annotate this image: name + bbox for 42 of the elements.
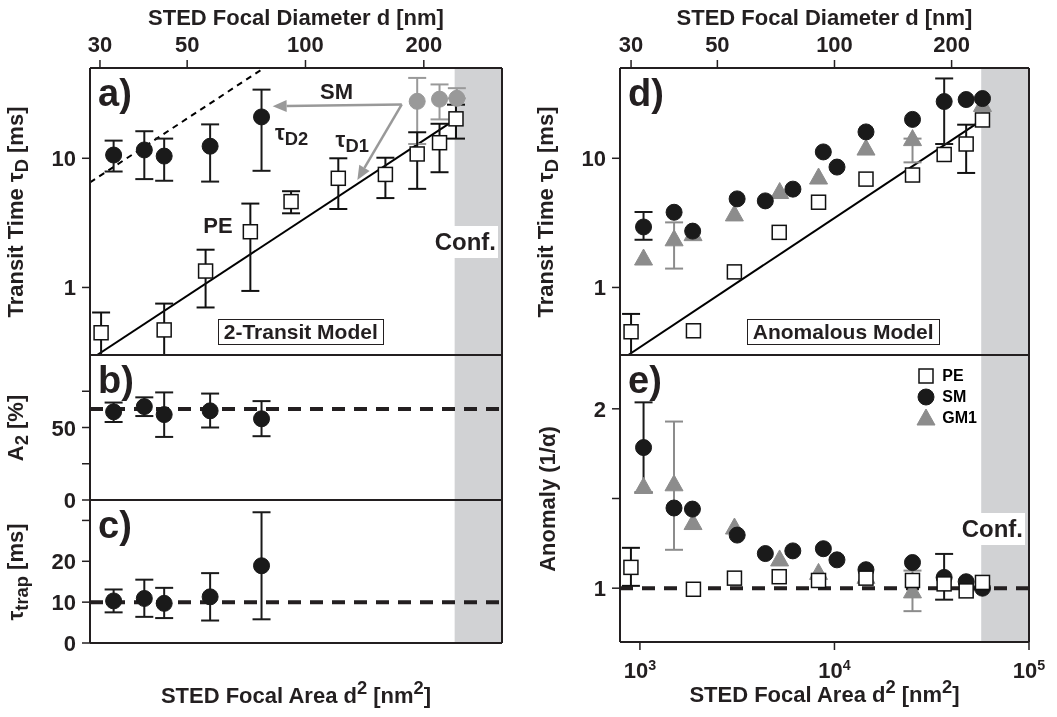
legend-label: GM1	[942, 408, 977, 427]
annotation: 2-Transit Model	[217, 319, 384, 345]
x-tick-label: 50	[174, 32, 200, 57]
y-tick-label: 10	[51, 590, 76, 616]
x-axis-title: STED Focal Area d$^{2}$ [nm$^{2}$]	[160, 677, 432, 709]
x-tick-label: 10$^{3}$	[623, 657, 657, 683]
annotation: τ$_{D1}$	[335, 126, 369, 158]
band-label: Conf.	[959, 512, 1025, 545]
band-label: Conf.	[432, 225, 498, 258]
annotation: τ$_{D2}$	[274, 119, 309, 151]
y-tick-label: 2	[593, 396, 606, 422]
y-tick-label: 0	[63, 631, 76, 656]
x-tick-label: 200	[933, 32, 970, 57]
y-tick-label: 50	[51, 415, 76, 441]
x-tick-label: 30	[87, 32, 113, 57]
annotation: Anomalous Model	[746, 319, 940, 345]
y-tick-label: 1	[593, 576, 606, 602]
y-tick-label: 0	[63, 488, 76, 513]
y-tick-label: 10	[51, 146, 76, 172]
x-axis-title: STED Focal Diameter d [nm]	[148, 5, 444, 31]
x-axis-title: STED Focal Diameter d [nm]	[676, 5, 973, 31]
y-tick-label: 1	[593, 275, 606, 301]
x-tick-label: 100	[287, 32, 324, 57]
x-tick-label: 100	[816, 32, 853, 57]
legend-label: PE	[942, 366, 964, 385]
x-tick-label: 200	[405, 32, 443, 57]
x-tick-label: 50	[705, 32, 730, 57]
x-tick-label: 10$^{4}$	[818, 657, 851, 683]
legend-label: SM	[942, 387, 967, 406]
y-tick-label: 1	[63, 275, 76, 301]
annotation: a)	[98, 72, 132, 115]
annotation: c)	[98, 504, 132, 547]
annotation: d)	[628, 72, 664, 115]
x-tick-label: 10$^{5}$	[1012, 657, 1046, 683]
annotation: e)	[628, 359, 662, 402]
y-tick-label: 20	[51, 549, 76, 575]
y-tick-label: 10	[581, 146, 606, 172]
y-axis-title: Anomaly (1/α)	[535, 425, 561, 572]
annotation: b)	[98, 359, 134, 402]
annotation: PE	[203, 213, 233, 240]
x-tick-label: 30	[618, 32, 644, 57]
annotation: SM	[320, 78, 354, 105]
